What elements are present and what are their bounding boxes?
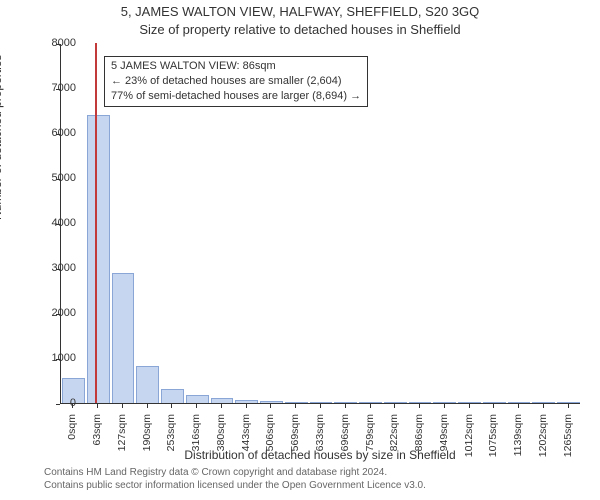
x-tick-mark — [518, 404, 519, 408]
x-tick-label: 569sqm — [289, 414, 301, 462]
x-tick-mark — [122, 404, 123, 408]
y-tick-label: 2000 — [40, 307, 76, 319]
y-tick-mark — [56, 314, 60, 315]
y-tick-mark — [56, 404, 60, 405]
histogram-bar — [161, 389, 184, 403]
y-tick-mark — [56, 269, 60, 270]
y-tick-mark — [56, 44, 60, 45]
histogram-bar — [433, 402, 456, 403]
chart-title-line1: 5, JAMES WALTON VIEW, HALFWAY, SHEFFIELD… — [0, 4, 600, 19]
x-tick-label: 380sqm — [215, 414, 227, 462]
x-tick-mark — [345, 404, 346, 408]
x-tick-mark — [196, 404, 197, 408]
x-tick-label: 253sqm — [165, 414, 177, 462]
x-tick-label: 1139sqm — [512, 414, 524, 462]
histogram-bar — [458, 402, 481, 403]
x-tick-mark — [270, 404, 271, 408]
x-tick-label: 886sqm — [413, 414, 425, 462]
x-tick-label: 190sqm — [141, 414, 153, 462]
x-tick-mark — [295, 404, 296, 408]
x-tick-label: 759sqm — [364, 414, 376, 462]
x-tick-label: 1012sqm — [463, 414, 475, 462]
y-tick-label: 7000 — [40, 82, 76, 94]
x-tick-mark — [394, 404, 395, 408]
y-tick-label: 4000 — [40, 217, 76, 229]
histogram-bar — [483, 402, 506, 403]
x-tick-label: 443sqm — [240, 414, 252, 462]
x-tick-label: 0sqm — [66, 414, 78, 462]
y-tick-label: 3000 — [40, 262, 76, 274]
x-tick-mark — [568, 404, 569, 408]
x-tick-label: 633sqm — [314, 414, 326, 462]
y-tick-label: 6000 — [40, 127, 76, 139]
histogram-bar — [334, 402, 357, 403]
x-tick-mark — [469, 404, 470, 408]
y-tick-label: 5000 — [40, 172, 76, 184]
x-tick-mark — [419, 404, 420, 408]
y-tick-mark — [56, 134, 60, 135]
annotation-box: 5 JAMES WALTON VIEW: 86sqm← 23% of detac… — [104, 56, 368, 107]
x-tick-label: 63sqm — [91, 414, 103, 462]
histogram-bar — [186, 395, 209, 403]
x-tick-mark — [246, 404, 247, 408]
property-marker-line — [95, 43, 97, 403]
histogram-bar — [211, 398, 234, 403]
footer-line1: Contains HM Land Registry data © Crown c… — [44, 467, 426, 480]
histogram-bar — [285, 402, 308, 403]
histogram-bar — [384, 402, 407, 403]
histogram-bar — [409, 402, 432, 403]
histogram-bar — [557, 402, 580, 403]
x-tick-label: 506sqm — [264, 414, 276, 462]
y-tick-label: 0 — [40, 397, 76, 409]
histogram-bar — [136, 366, 159, 403]
x-tick-label: 316sqm — [190, 414, 202, 462]
histogram-bar — [87, 115, 110, 403]
x-tick-label: 1202sqm — [537, 414, 549, 462]
x-tick-mark — [72, 404, 73, 408]
x-tick-label: 1265sqm — [562, 414, 574, 462]
x-tick-mark — [97, 404, 98, 408]
x-tick-label: 1075sqm — [487, 414, 499, 462]
annotation-line3: 77% of semi-detached houses are larger (… — [111, 89, 361, 104]
footer-attribution: Contains HM Land Registry data © Crown c… — [44, 467, 426, 492]
histogram-bar — [532, 402, 555, 403]
x-tick-mark — [493, 404, 494, 408]
histogram-bar — [235, 400, 258, 403]
x-tick-mark — [444, 404, 445, 408]
x-tick-label: 696sqm — [339, 414, 351, 462]
x-tick-mark — [543, 404, 544, 408]
y-tick-label: 8000 — [40, 37, 76, 49]
histogram-bar — [260, 401, 283, 403]
x-tick-label: 822sqm — [388, 414, 400, 462]
x-tick-label: 127sqm — [116, 414, 128, 462]
y-tick-mark — [56, 224, 60, 225]
y-tick-mark — [56, 179, 60, 180]
x-tick-mark — [147, 404, 148, 408]
y-tick-mark — [56, 359, 60, 360]
x-tick-mark — [171, 404, 172, 408]
y-tick-mark — [56, 89, 60, 90]
y-tick-label: 1000 — [40, 352, 76, 364]
annotation-line1: 5 JAMES WALTON VIEW: 86sqm — [111, 59, 361, 74]
x-tick-mark — [370, 404, 371, 408]
histogram-bar — [310, 402, 333, 403]
x-tick-mark — [221, 404, 222, 408]
annotation-line2: ← 23% of detached houses are smaller (2,… — [111, 74, 361, 89]
histogram-bar — [112, 273, 135, 404]
histogram-bar — [508, 402, 531, 403]
y-axis-label: Number of detached properties — [0, 55, 4, 220]
x-tick-label: 949sqm — [438, 414, 450, 462]
chart-title-line2: Size of property relative to detached ho… — [0, 22, 600, 37]
x-tick-mark — [320, 404, 321, 408]
footer-line2: Contains public sector information licen… — [44, 480, 426, 493]
histogram-bar — [359, 402, 382, 403]
